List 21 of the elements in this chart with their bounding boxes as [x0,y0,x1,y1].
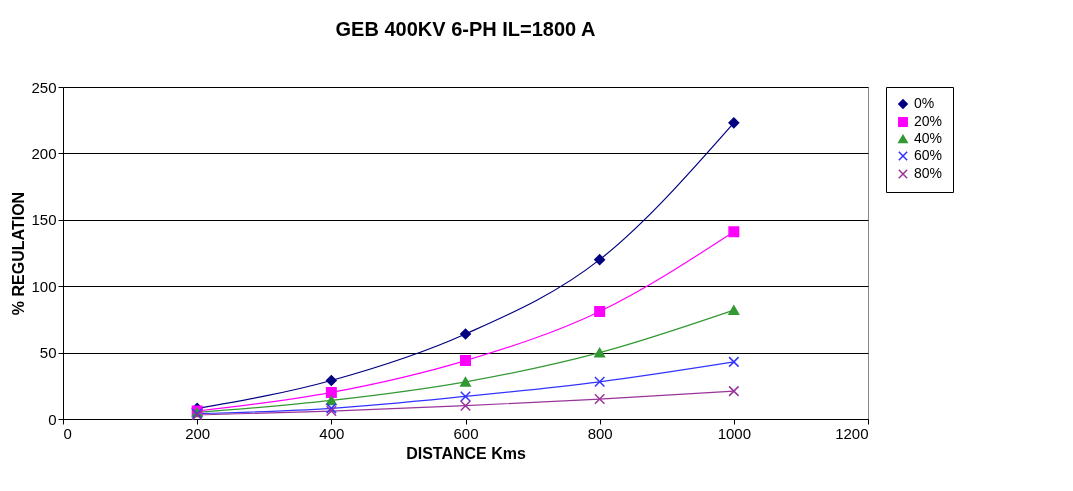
y-tick-label: 250 [31,78,57,96]
x-tick-label: 1200 [835,424,869,442]
legend-label: 60% [914,147,943,163]
y-axis-title: % REGULATION [10,191,28,316]
y-tick-label: 50 [39,344,57,362]
y-tick-label: 0 [48,410,57,428]
y-tick-label: 200 [31,144,57,162]
y-tick-label: 150 [31,211,57,229]
legend-label: 80% [914,165,943,181]
x-tick-label: 400 [319,424,345,442]
x-tick-label: 200 [185,424,211,442]
x-tick-label: 0 [63,424,72,442]
legend-label: 40% [914,130,943,146]
legend-label: 0% [914,95,935,111]
chart-title: GEB 400KV 6-PH IL=1800 A [335,18,596,40]
x-tick-label: 1000 [717,424,752,442]
x-tick-label: 600 [453,424,479,442]
x-axis-title: DISTANCE Kms [406,444,526,462]
y-tick-label: 100 [31,277,57,295]
legend-label: 20% [914,113,943,129]
x-tick-label: 800 [587,424,613,442]
